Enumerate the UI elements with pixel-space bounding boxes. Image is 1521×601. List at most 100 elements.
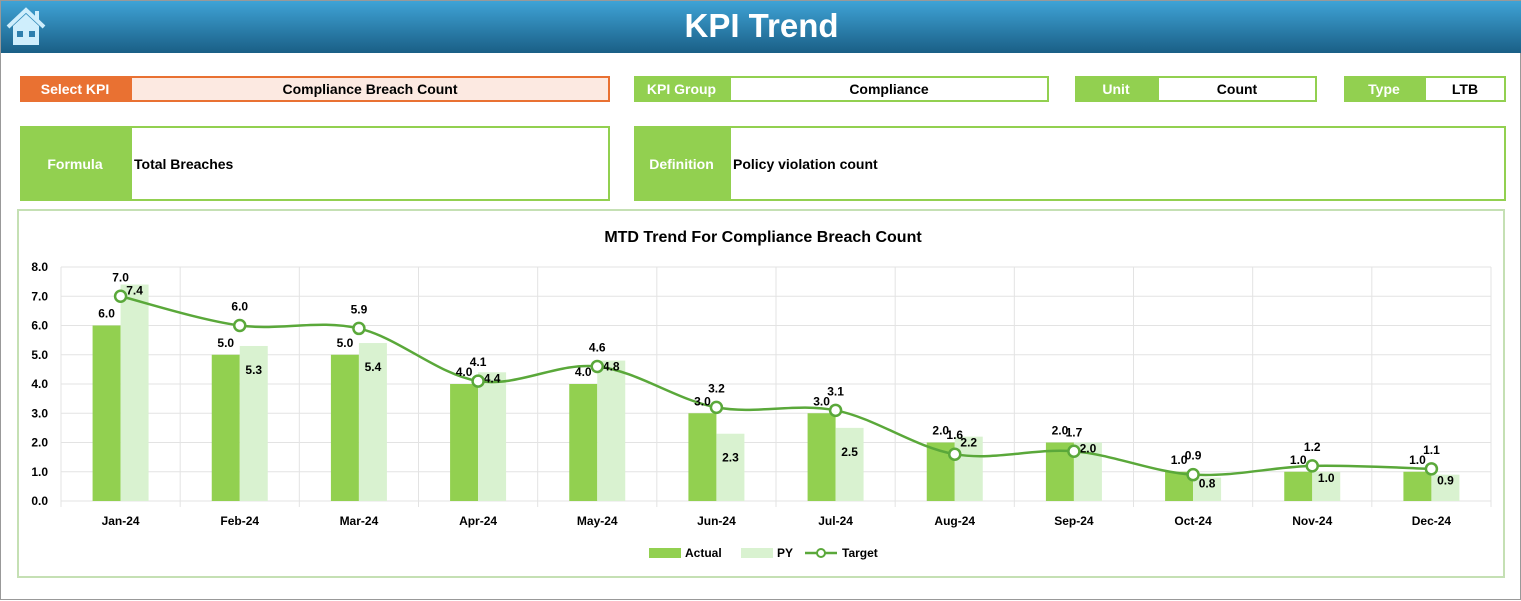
py-data-label: 1.0 [1318,471,1335,485]
target-data-label: 0.9 [1185,449,1202,463]
x-tick-label: Mar-24 [340,514,379,528]
legend-target-marker [816,548,826,558]
y-tick-label: 7.0 [31,289,48,303]
target-data-label: 7.0 [112,270,129,284]
py-data-label: 2.3 [722,451,739,465]
formula-label: Formula [20,126,130,201]
py-bar [1431,474,1460,501]
target-marker [113,289,128,303]
actual-data-label: 3.0 [813,394,830,408]
actual-data-label: 4.0 [575,365,592,379]
header-bar: KPI Trend [1,1,1521,53]
py-data-label: 2.5 [841,445,858,459]
py-data-label: 4.4 [484,371,501,385]
target-marker [1067,444,1081,459]
target-marker [471,374,485,388]
kpi-group-label: KPI Group [634,76,729,102]
y-tick-label: 6.0 [31,319,48,333]
unit-value: Count [1157,76,1317,102]
page-title: KPI Trend [684,7,839,44]
target-data-label: 4.1 [470,355,487,369]
x-tick-label: Nov-24 [1292,514,1332,528]
x-tick-label: Oct-24 [1174,514,1212,528]
target-data-label: 1.1 [1423,443,1440,457]
py-bar [597,360,626,501]
x-tick-label: Apr-24 [459,514,497,528]
x-tick-label: Jun-24 [697,514,736,528]
actual-bar [569,384,598,501]
x-tick-label: Aug-24 [934,514,975,528]
select-kpi-dropdown[interactable]: Compliance Breach Count [130,76,610,102]
x-tick-label: Feb-24 [220,514,259,528]
target-marker [1424,462,1439,476]
actual-bar [1403,471,1432,501]
target-data-label: 3.2 [708,381,725,395]
legend-py-label: PY [777,546,793,560]
type-value: LTB [1424,76,1506,102]
x-tick-label: Jul-24 [818,514,853,528]
py-bar [954,436,983,501]
target-marker [828,403,843,418]
select-kpi-label: Select KPI [20,76,130,102]
actual-bar [450,384,479,501]
kpi-group-value: Compliance [729,76,1049,102]
actual-bar [211,354,240,501]
py-bar [835,427,864,501]
py-data-label: 5.4 [365,360,382,374]
y-tick-label: 8.0 [31,260,48,274]
actual-bar [688,413,717,501]
py-bar [239,345,268,501]
py-data-label: 4.8 [603,360,620,374]
legend-actual-label: Actual [685,546,722,560]
y-tick-label: 2.0 [31,436,48,450]
target-data-label: 3.1 [827,384,844,398]
definition-value: Policy violation count [729,126,1506,201]
type-label: Type [1344,76,1424,102]
y-tick-label: 3.0 [31,406,48,420]
py-data-label: 2.0 [1080,442,1097,456]
target-marker [590,359,604,374]
py-bar [1193,477,1222,501]
actual-data-label: 2.0 [932,424,949,438]
target-data-label: 5.9 [351,302,368,316]
y-tick-label: 4.0 [31,377,48,391]
chart-panel [17,209,1505,578]
target-data-label: 1.2 [1304,440,1321,454]
x-tick-label: May-24 [577,514,618,528]
x-tick-label: Dec-24 [1412,514,1452,528]
actual-data-label: 4.0 [456,365,473,379]
unit-label: Unit [1075,76,1157,102]
legend-py-swatch [741,548,773,558]
y-tick-label: 1.0 [31,465,48,479]
actual-data-label: 3.0 [694,394,711,408]
target-marker [352,321,366,336]
actual-bar [807,413,836,501]
x-tick-label: Jan-24 [102,514,140,528]
y-tick-label: 0.0 [31,494,48,508]
actual-data-label: 2.0 [1052,424,1069,438]
actual-bar [1284,471,1313,501]
actual-data-label: 5.0 [337,336,354,350]
py-bar [358,343,387,501]
py-data-label: 0.8 [1199,477,1216,491]
target-data-label: 1.6 [946,428,963,442]
chart-title: MTD Trend For Compliance Breach Count [604,229,922,246]
py-data-label: 5.3 [245,363,262,377]
home-icon[interactable] [5,5,47,47]
y-tick-label: 5.0 [31,348,48,362]
py-data-label: 0.9 [1437,474,1454,488]
legend-target-label: Target [842,546,878,560]
py-bar [120,284,149,501]
formula-value: Total Breaches [130,126,610,201]
actual-data-label: 6.0 [98,307,115,321]
target-marker [709,400,724,415]
target-marker [1186,467,1200,482]
target-marker [948,447,962,461]
py-data-label: 2.2 [960,436,977,450]
target-marker [233,318,247,333]
actual-data-label: 1.0 [1409,453,1426,467]
actual-bar [92,325,121,501]
actual-data-label: 1.0 [1290,453,1307,467]
actual-data-label: 5.0 [217,336,234,350]
